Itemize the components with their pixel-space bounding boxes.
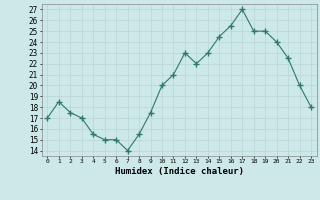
X-axis label: Humidex (Indice chaleur): Humidex (Indice chaleur) [115,167,244,176]
